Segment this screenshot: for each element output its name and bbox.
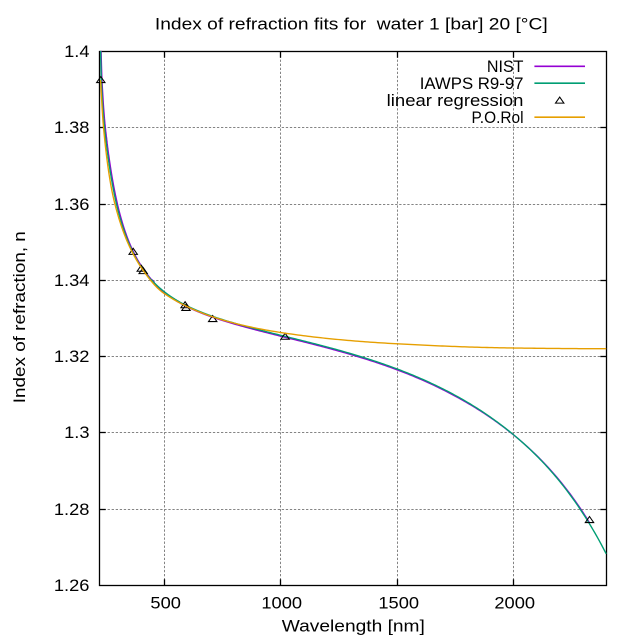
svg-text:1.3: 1.3 [64,423,89,442]
svg-text:Wavelength [nm]: Wavelength [nm] [282,616,425,635]
svg-text:500: 500 [150,593,181,612]
svg-text:Index of refraction, n: Index of refraction, n [10,231,29,403]
svg-text:1.38: 1.38 [54,118,90,137]
svg-text:1500: 1500 [378,593,419,612]
svg-text:NIST: NIST [487,57,524,76]
svg-text:1.4: 1.4 [64,42,89,61]
svg-text:1.36: 1.36 [54,195,90,214]
svg-text:Index of refraction fits for: Index of refraction fits for water 1 [ba… [155,15,548,34]
svg-text:P.O.Rol: P.O.Rol [472,108,524,127]
svg-text:1.26: 1.26 [54,576,90,595]
svg-text:1.28: 1.28 [54,500,90,519]
svg-text:1.34: 1.34 [54,271,90,290]
svg-text:IAWPS R9-97: IAWPS R9-97 [420,74,524,93]
svg-text:linear regression: linear regression [387,91,524,110]
svg-text:1.32: 1.32 [54,347,90,366]
svg-text:1000: 1000 [261,593,302,612]
svg-text:2000: 2000 [494,593,535,612]
